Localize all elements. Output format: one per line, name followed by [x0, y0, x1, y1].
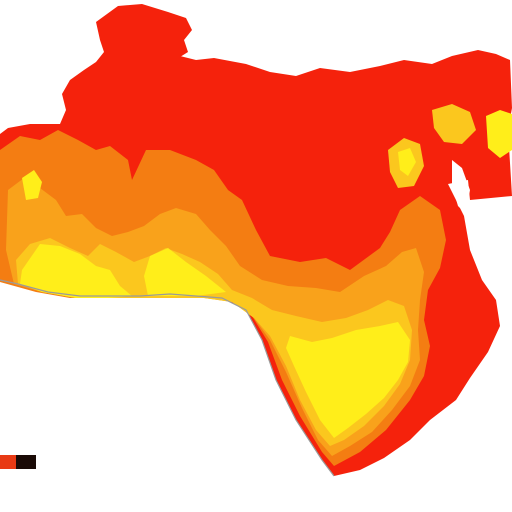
region-yellow-northeast — [486, 110, 512, 158]
region-outline — [0, 279, 335, 477]
legend-swatch-black — [16, 455, 36, 469]
region-yellow-west — [20, 244, 132, 298]
legend — [0, 424, 200, 504]
region-yellow-west-small — [22, 170, 42, 200]
region-yellow-central — [144, 248, 226, 296]
region-amber-ne — [432, 104, 476, 144]
legend-swatch-red — [0, 455, 16, 469]
region-yellow-south — [286, 322, 410, 438]
region-yellow-east-small — [398, 148, 416, 176]
water-inlet — [452, 160, 470, 214]
